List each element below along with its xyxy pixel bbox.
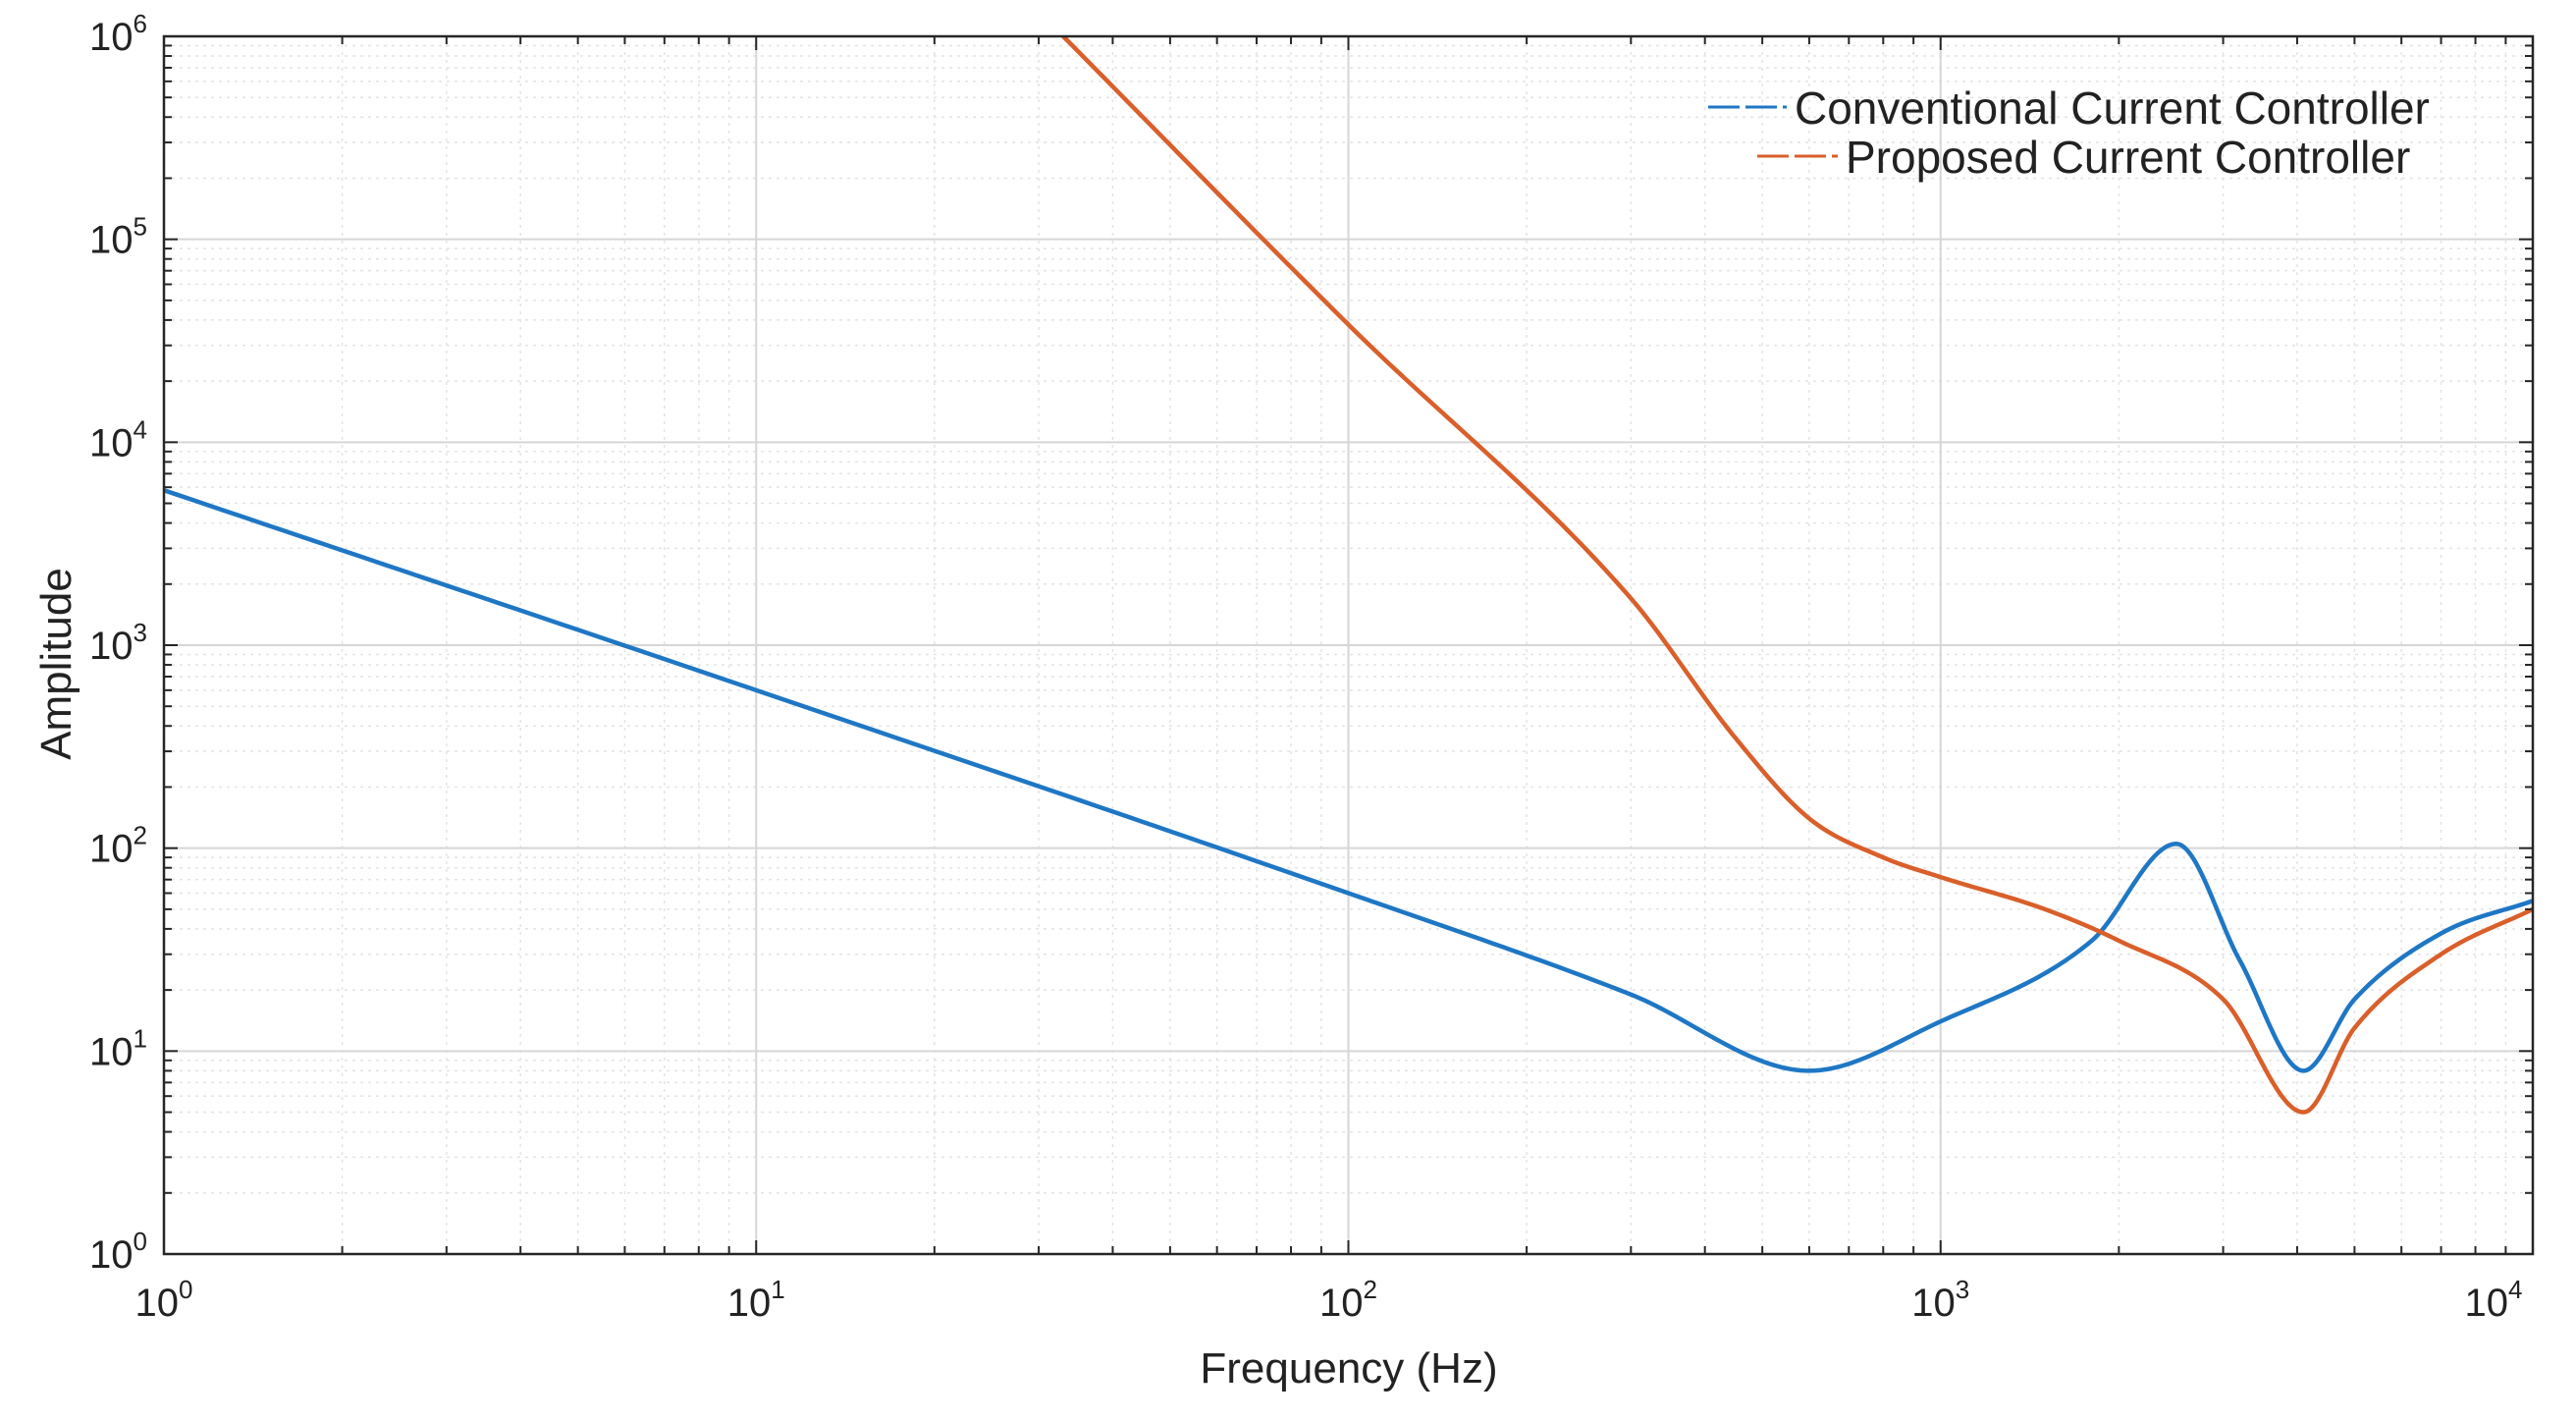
grid-layer	[163, 35, 2534, 1255]
tick-layer: 100 101 102 103 104 100 101 102 103 104 105 106	[89, 9, 2534, 1325]
series-line-conventional	[164, 487, 2533, 1073]
legend-label: Conventional Current Controller	[1795, 82, 2430, 134]
y-tick-label: 100	[89, 1227, 147, 1277]
x-tick-label: 103	[1911, 1275, 1969, 1325]
y-tick-label: 106	[89, 9, 147, 59]
x-tick-label: 100	[135, 1275, 193, 1325]
x-axis-title: Frequency (Hz)	[1200, 1344, 1497, 1393]
series-line-proposed	[1060, 36, 2533, 1115]
legend: Conventional Current ControllerProposed …	[1708, 82, 2430, 183]
legend-label: Proposed Current Controller	[1846, 132, 2410, 183]
x-tick-label: 104	[2465, 1275, 2523, 1325]
y-tick-label: 102	[89, 821, 147, 871]
y-axis-title: Amplitude	[32, 568, 80, 760]
y-tick-label: 104	[89, 414, 147, 464]
x-tick-label: 101	[727, 1275, 785, 1325]
series-layer	[164, 36, 2533, 1115]
y-tick-label: 103	[89, 618, 147, 668]
y-tick-label: 105	[89, 212, 147, 262]
x-tick-label: 102	[1319, 1275, 1377, 1325]
y-tick-label: 101	[89, 1023, 147, 1073]
